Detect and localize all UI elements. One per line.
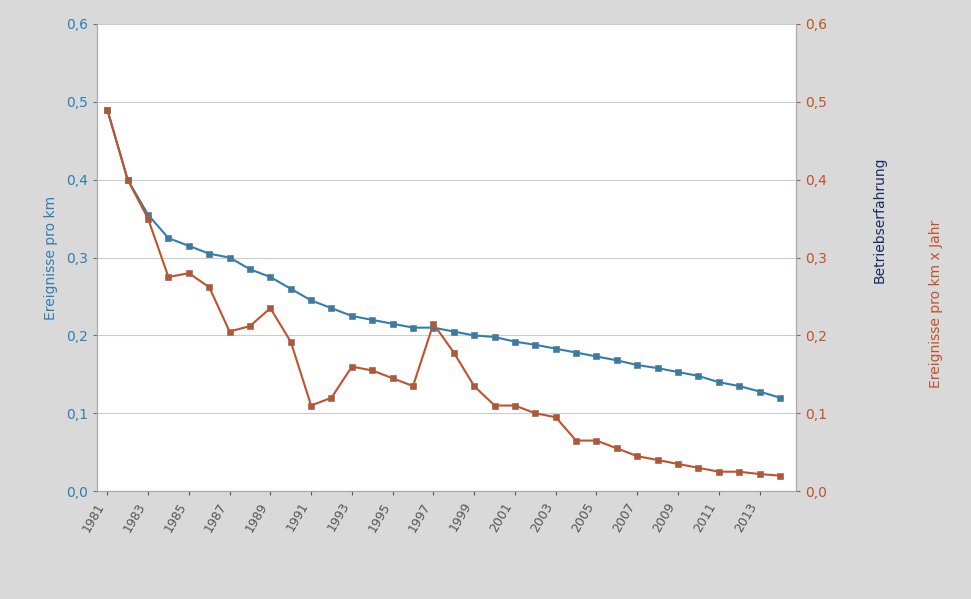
Text: Ereignisse pro km x Jahr: Ereignisse pro km x Jahr xyxy=(929,220,943,388)
Text: Betriebserfahrung: Betriebserfahrung xyxy=(873,157,887,283)
Y-axis label: Ereignisse pro km: Ereignisse pro km xyxy=(44,195,57,320)
